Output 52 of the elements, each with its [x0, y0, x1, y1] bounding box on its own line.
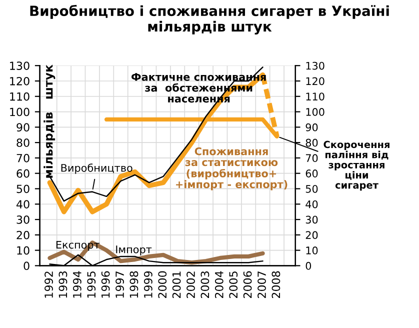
x-tick-label: 2001 — [172, 272, 181, 298]
y2-tick-label: 20 — [306, 231, 318, 240]
y-tick-label: 10 — [17, 246, 30, 255]
y2-tick-label: 100 — [306, 108, 324, 116]
y2-tick-label: 70 — [306, 154, 318, 162]
y-tick-label: 110 — [10, 92, 30, 101]
x-tick-label: 1995 — [87, 272, 96, 298]
annotation: Скорочення паління від зростання ціни сигарет — [324, 140, 390, 191]
x-tick-label: 1999 — [144, 271, 152, 298]
x-tick-label: 1998 — [130, 271, 138, 298]
y-tick-label: 30 — [16, 215, 30, 224]
y2-tick-label: 110 — [306, 92, 324, 100]
y2-tick-label: 80 — [306, 138, 318, 147]
y-tick-label: 90 — [16, 123, 30, 132]
y2-tick-label: 120 — [306, 77, 324, 86]
x-tick-label: 2008 — [272, 271, 280, 298]
y-axis-title: мільярдів штук — [44, 64, 56, 178]
x-tick-label: 2000 — [158, 271, 167, 298]
y-tick-label: 70 — [16, 154, 30, 162]
y2-tick-label: 40 — [306, 200, 318, 208]
y-tick-label: 50 — [16, 184, 30, 194]
y2-tick-label: 60 — [306, 170, 318, 178]
y2-tick-label: 130 — [306, 62, 324, 70]
x-tick-label: 2002 — [186, 272, 195, 298]
y2-tick-label: 0 — [306, 262, 312, 270]
y-tick-label: 80 — [16, 138, 30, 147]
annotation: Імпорт — [116, 246, 152, 256]
y2-tick-label: 10 — [306, 246, 318, 254]
x-tick-label: 1997 — [116, 271, 124, 298]
line-series — [48, 240, 265, 265]
y2-tick-label: 50 — [306, 184, 318, 193]
x-tick-label: 2006 — [243, 271, 252, 298]
y-tick-label: 130 — [10, 62, 30, 70]
x-tick-label: 1994 — [72, 271, 82, 298]
x-tick-label: 1996 — [101, 271, 110, 298]
y-tick-label: 60 — [16, 169, 30, 178]
y-tick-label: 0 — [24, 262, 30, 270]
y-tick-label: 20 — [16, 230, 30, 240]
y2-tick-label: 90 — [306, 123, 318, 132]
x-tick-label: 2007 — [258, 271, 266, 298]
y-tick-label: 40 — [16, 200, 30, 208]
y2-tick-label: 30 — [306, 216, 318, 224]
annotation: Споживання за статистикою (виробництво+ +імпорт - експорт) — [176, 147, 288, 190]
x-tick-label: 2005 — [229, 272, 238, 298]
y-tick-label: 100 — [10, 108, 30, 116]
x-tick-label: 2004 — [214, 271, 224, 298]
x-tick-label: 2003 — [200, 271, 210, 298]
chart-title: Виробництво і споживання сигарет в Україні мільярдів штук — [30, 4, 389, 34]
y-tick-label: 120 — [10, 76, 30, 86]
x-tick-label: 1992 — [44, 272, 53, 298]
x-tick-label: 1993 — [58, 271, 68, 298]
annotation: Виробництво — [61, 164, 132, 174]
